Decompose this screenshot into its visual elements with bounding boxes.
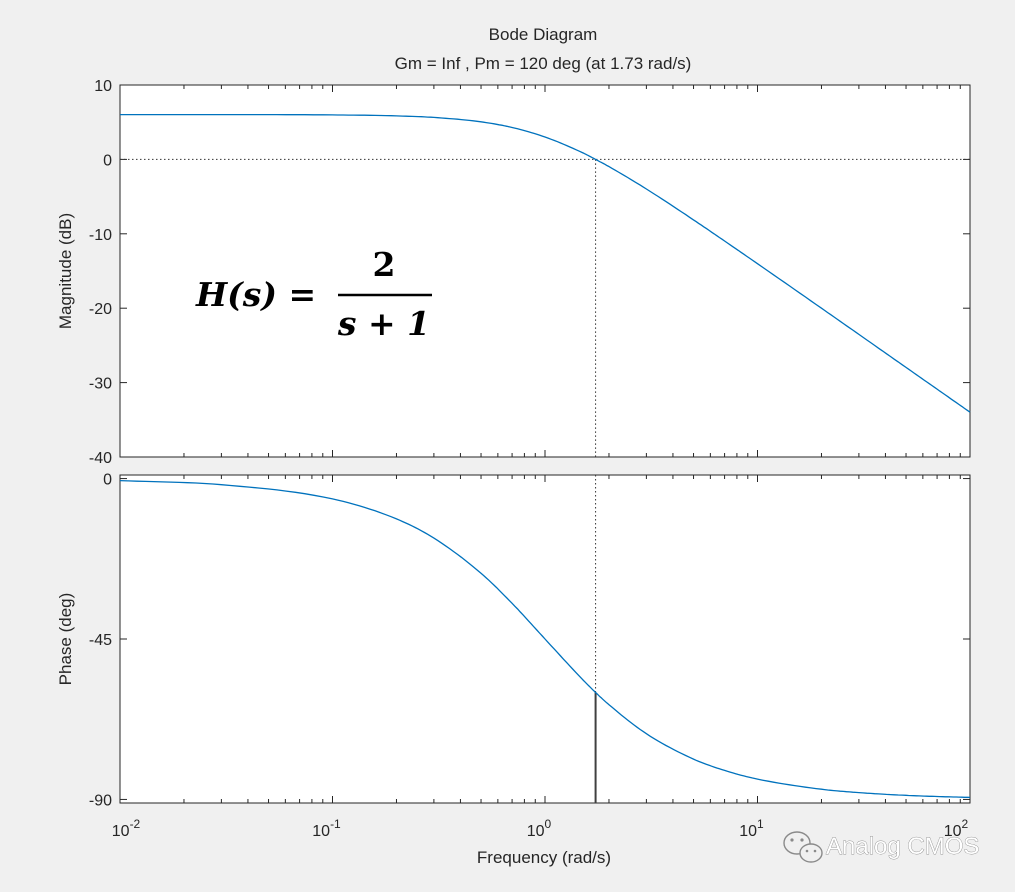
phase-data-point [645,733,647,735]
phase-data-point [724,769,726,771]
phase-data-point [608,704,610,706]
magnitude-data-point [332,114,334,116]
phase-data-point [395,518,397,520]
phase-data-point [595,691,597,693]
phase-data-point [936,796,938,798]
watermark: Analog CMOS [783,831,980,863]
magnitude-data-point [724,240,726,242]
magnitude-data-point [757,263,759,265]
magnitude-data-point [119,114,121,116]
phase-data-point [581,678,583,680]
phase-data-point [969,796,971,798]
x-tick-label: 101 [739,817,764,840]
magnitude-data-point [969,411,971,413]
magnitude-plot: 10 0 -10 -20 -30 -40 Magnitude (dB) [56,78,971,467]
equation-lhs: H(s) = [195,275,316,314]
phase-data-point [119,480,121,482]
magnitude-data-point [645,188,647,190]
transfer-function-annotation: H(s) = 2 s + 1 [195,245,432,343]
magnitude-axes-box [119,84,971,458]
phase-ylabel: Phase (deg) [56,593,75,686]
equation-denominator: s + 1 [337,304,430,343]
magnitude-data-point [936,388,938,390]
phase-data-point [220,484,222,486]
x-tick-labels: 10-2 10-1 100 101 102 [112,817,969,840]
magnitude-data-point [858,333,860,335]
magnitude-data-point [693,219,695,221]
phase-data-point [544,638,546,640]
equation-numerator: 2 [373,245,396,284]
y-tick-label: -45 [89,632,112,649]
magnitude-data-point [220,114,222,116]
magnitude-reference-lines [120,158,970,457]
phase-data-point [693,758,695,760]
watermark-text: Analog CMOS [826,833,979,860]
magnitude-data-point [544,136,546,138]
phase-series-line [119,479,971,799]
phase-plot: 0 -45 -90 Phase (deg) 10-2 10-1 100 101 102 Fr… [56,472,971,867]
wechat-icon [783,831,823,863]
phase-xlabel: Frequency (rad/s) [477,848,611,867]
phase-data-point [332,498,334,500]
chart-title: Bode Diagram [489,25,598,44]
y-tick-label: -30 [89,376,112,393]
magnitude-data-point [581,152,583,154]
magnitude-data-point [480,121,482,123]
phase-data-point [511,602,513,604]
magnitude-ticks: 10 0 -10 -20 -30 -40 [89,78,970,467]
y-tick-label: 0 [103,152,112,169]
y-tick-label: 0 [103,472,112,489]
phase-ticks: 0 -45 -90 [89,472,970,809]
magnitude-data-point [905,366,907,368]
y-tick-label: -90 [89,792,112,809]
phase-data-point [858,792,860,794]
x-tick-label: 102 [944,817,969,840]
y-tick-label: 10 [94,78,112,95]
magnitude-data-point [608,166,610,168]
phase-data-point [820,788,822,790]
magnitude-data-point [433,116,435,118]
magnitude-data-point [595,158,597,160]
magnitude-ylabel: Magnitude (dB) [56,213,75,329]
chart-subtitle: Gm = Inf , Pm = 120 deg (at 1.73 rad/s) [395,54,692,73]
y-tick-label: -40 [89,450,112,467]
y-tick-label: -20 [89,301,112,318]
phase-data-point [757,778,759,780]
magnitude-data-point [820,307,822,309]
x-tick-label: 10-1 [312,817,341,840]
y-tick-label: -10 [89,227,112,244]
x-tick-label: 10-2 [112,817,141,840]
x-tick-label: 100 [527,817,552,840]
phase-data-point [480,572,482,574]
phase-data-point [433,537,435,539]
magnitude-series-line [120,113,971,413]
magnitude-data-point [395,115,397,117]
magnitude-data-point [511,126,513,128]
phase-data-point [905,794,907,796]
